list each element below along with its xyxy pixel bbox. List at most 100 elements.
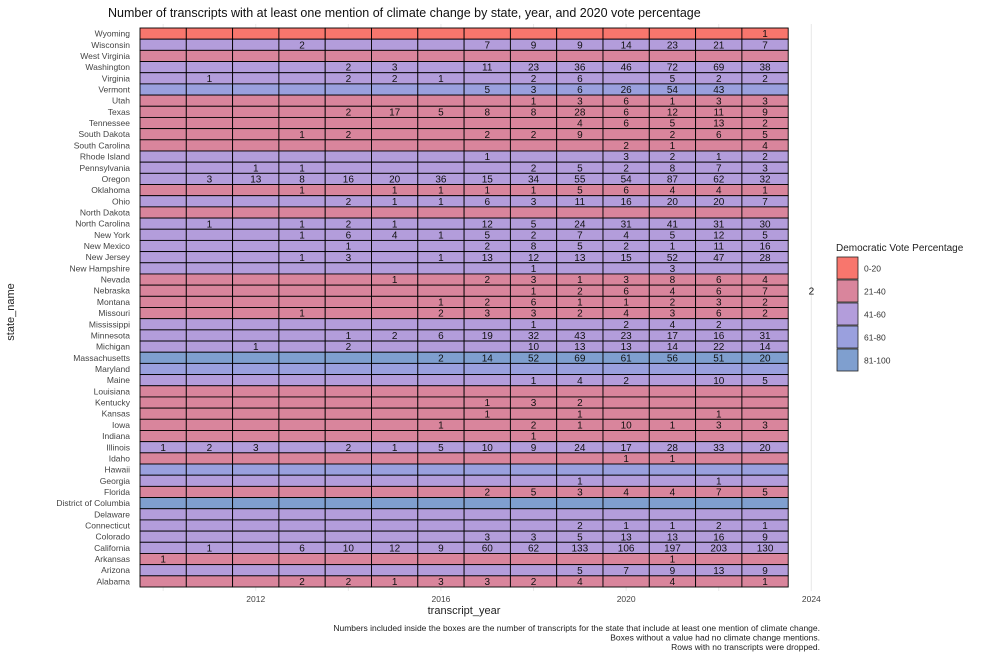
state-label: Georgia — [100, 476, 131, 486]
heatmap-cell — [417, 530, 465, 543]
heatmap-cell — [139, 340, 187, 353]
caption-line: Boxes without a value had no climate cha… — [610, 633, 820, 643]
heatmap-cell — [278, 49, 326, 62]
cell-count-label: 6 — [577, 85, 583, 96]
cell-count-label: 14 — [621, 40, 633, 51]
cell-count-label: 2 — [531, 130, 537, 141]
heatmap-cell — [185, 105, 234, 118]
heatmap-cell — [278, 318, 326, 331]
cell-count-label: 3 — [531, 398, 537, 409]
heatmap-cell — [324, 38, 372, 51]
heatmap-cell — [185, 251, 234, 264]
cell-count-label: 13 — [667, 532, 679, 543]
heatmap-cell — [139, 519, 187, 532]
heatmap-cell — [139, 150, 187, 163]
heatmap-cell — [278, 519, 326, 532]
heatmap-cell — [417, 150, 465, 163]
heatmap-cell — [556, 463, 604, 476]
heatmap-cell — [232, 251, 280, 264]
heatmap-cell — [185, 128, 234, 141]
cell-count-label: 33 — [713, 443, 725, 454]
heatmap-cell — [417, 206, 465, 219]
cell-count-label: 5 — [762, 488, 768, 499]
legend-label: 41-60 — [864, 310, 886, 320]
heatmap-cell — [648, 27, 697, 40]
heatmap-cell — [741, 497, 789, 510]
heatmap-cell — [695, 452, 743, 465]
heatmap-cell — [463, 385, 511, 398]
cell-count-label: 9 — [577, 40, 583, 51]
heatmap-cell — [417, 116, 465, 130]
heatmap-cell — [371, 284, 419, 297]
cell-count-label: 6 — [716, 130, 722, 141]
heatmap-cell — [741, 575, 789, 588]
caption-line: Numbers included inside the boxes are th… — [333, 623, 820, 633]
cell-count-label: 9 — [762, 532, 768, 543]
heatmap-cell — [509, 564, 558, 577]
cell-count-label: 14 — [759, 342, 771, 353]
cell-count-label: 32 — [759, 175, 771, 186]
heatmap-cell — [741, 463, 789, 476]
heatmap-cell — [232, 508, 280, 521]
cell-count-label: 6 — [623, 186, 629, 197]
cell-count-label: 6 — [623, 96, 629, 107]
cell-count-label: 3 — [531, 85, 537, 96]
heatmap-cell — [695, 362, 743, 376]
heatmap-cell — [463, 374, 511, 387]
heatmap-cell — [139, 474, 187, 487]
heatmap-cell — [232, 94, 280, 107]
cell-count-label: 1 — [438, 186, 444, 197]
heatmap-cell — [185, 206, 234, 219]
heatmap-cell — [324, 463, 372, 476]
heatmap-cell — [139, 418, 187, 431]
cell-count-label: 4 — [670, 286, 676, 297]
heatmap-cell — [417, 553, 465, 566]
cell-count-label: 106 — [618, 543, 635, 554]
heatmap-cell — [324, 206, 372, 219]
heatmap-cell — [232, 396, 280, 409]
cell-count-label: 5 — [577, 186, 583, 197]
cell-count-label: 10 — [621, 420, 633, 431]
heatmap-cell — [371, 27, 419, 40]
heatmap-cell — [371, 374, 419, 387]
cell-count-label: 1 — [438, 74, 444, 85]
heatmap-cell — [417, 362, 465, 376]
cell-count-label: 7 — [716, 163, 722, 174]
heatmap-cell — [463, 262, 511, 275]
state-label: Connecticut — [85, 521, 131, 531]
cell-count-label: 10 — [482, 443, 494, 454]
heatmap-cell — [371, 553, 419, 566]
cell-count-label: 69 — [713, 63, 725, 74]
heatmap-cell — [324, 452, 372, 465]
heatmap-cell — [185, 362, 234, 376]
chart-title: Number of transcripts with at least one … — [108, 6, 701, 20]
heatmap-cell — [185, 318, 234, 331]
heatmap-cell — [139, 497, 187, 510]
heatmap-cell — [139, 575, 187, 588]
heatmap-cell — [232, 116, 280, 130]
state-label: California — [94, 543, 130, 553]
cell-count-label: 1 — [484, 409, 490, 420]
legend-label: 21-40 — [864, 287, 886, 297]
heatmap-cell — [324, 139, 372, 152]
cell-count-label: 1 — [392, 219, 398, 230]
cell-count-label: 3 — [716, 420, 722, 431]
cell-count-label: 2 — [346, 107, 352, 118]
heatmap-cell — [741, 262, 789, 275]
heatmap-cell — [232, 418, 280, 431]
cell-count-label: 8 — [299, 175, 305, 186]
state-label: New Mexico — [84, 241, 131, 251]
heatmap-cell — [278, 83, 326, 96]
heatmap-cell — [741, 508, 789, 521]
state-label: Idaho — [109, 453, 131, 463]
cell-count-label: 1 — [299, 219, 305, 230]
heatmap-cell — [602, 362, 650, 376]
heatmap-cell — [417, 262, 465, 275]
heatmap-cell — [232, 307, 280, 320]
state-label: Michigan — [96, 342, 130, 352]
heatmap-cell — [139, 206, 187, 219]
heatmap-cell — [602, 474, 650, 487]
heatmap-cell — [324, 318, 372, 331]
heatmap-cell — [648, 474, 697, 487]
heatmap-cell — [648, 407, 697, 420]
